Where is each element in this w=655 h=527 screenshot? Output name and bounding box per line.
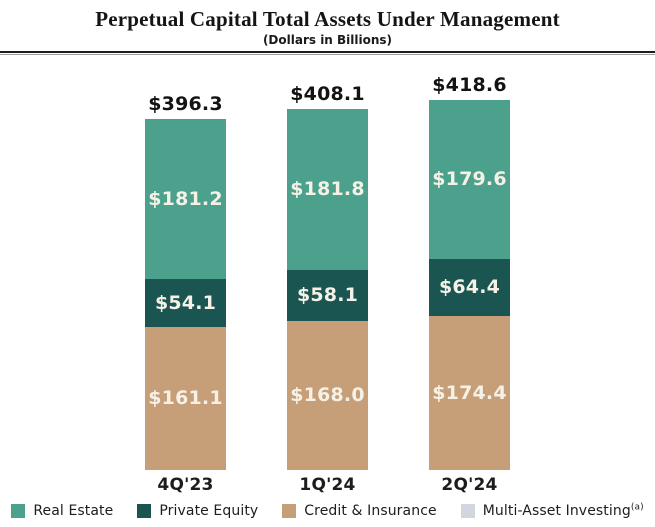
x-axis-label: 2Q'24: [441, 474, 498, 495]
bar-stack: $179.6 $64.4 $174.4: [429, 99, 510, 470]
legend-label: Multi-Asset Investing(a): [482, 501, 644, 519]
legend-item-multi-asset-investing: Multi-Asset Investing(a): [460, 501, 644, 519]
bar-stack: $181.2 $54.1 $161.1: [145, 118, 226, 470]
segment-value-label: $168.0: [290, 384, 365, 407]
legend-swatch-multi-asset-investing: [460, 503, 475, 518]
bar-segment-credit-insurance: $161.1: [145, 326, 226, 470]
legend-swatch-real-estate: [11, 503, 26, 518]
legend-swatch-credit-insurance: [282, 503, 297, 518]
legend-item-real-estate: Real Estate: [11, 503, 113, 519]
bar-total-label: $396.3: [148, 92, 223, 115]
legend-label: Private Equity: [159, 502, 259, 519]
segment-value-label: $174.4: [432, 381, 507, 404]
bar-segment-real-estate: $181.8: [287, 108, 368, 270]
legend-swatch-private-equity: [137, 503, 152, 518]
segment-value-label: $58.1: [296, 284, 359, 307]
legend-item-credit-insurance: Credit & Insurance: [282, 502, 437, 519]
page-title: Perpetual Capital Total Assets Under Man…: [95, 7, 560, 31]
segment-value-label: $161.1: [148, 387, 223, 410]
bar-total-label: $408.1: [290, 82, 365, 105]
legend: Real Estate Private Equity Credit & Insura…: [0, 501, 655, 519]
page-subtitle: (Dollars in Billions): [262, 33, 393, 48]
legend-label: Real Estate: [33, 502, 114, 519]
bar-segment-real-estate: $179.6: [429, 99, 510, 259]
legend-item-private-equity: Private Equity: [137, 503, 258, 519]
bar-segment-credit-insurance: $174.4: [429, 315, 510, 470]
bar-segment-real-estate: $181.2: [145, 118, 226, 279]
bar-column-1q-24: $408.1 $181.8 $58.1 $168.0 1Q'24: [287, 83, 368, 499]
bar-segment-credit-insurance: $168.0: [287, 320, 368, 470]
bar-column-4q-23: $396.3 $181.2 $54.1 $161.1 4Q'23: [145, 93, 226, 499]
segment-value-label: $54.1: [154, 291, 217, 314]
segment-value-label: $181.8: [290, 178, 365, 201]
segment-value-label: $181.2: [148, 187, 223, 210]
x-axis-label: 4Q'23: [157, 474, 214, 495]
segment-value-label: $179.6: [432, 168, 507, 191]
bar-segment-private-equity: $58.1: [287, 269, 368, 321]
segment-value-label: $64.4: [438, 276, 501, 299]
header-divider: [0, 50, 655, 55]
legend-footnote-marker: (a): [630, 501, 644, 512]
bar-total-label: $418.6: [432, 73, 507, 96]
bar-segment-private-equity: $54.1: [145, 278, 226, 327]
bar-column-2q-24: $418.6 $179.6 $64.4 $174.4 2Q'24: [429, 74, 510, 499]
legend-label: Credit & Insurance: [304, 502, 437, 519]
x-axis-label: 1Q'24: [299, 474, 356, 495]
bar-segment-private-equity: $64.4: [429, 258, 510, 316]
chart: $396.3 $181.2 $54.1 $161.1 4Q'23 $408.1 $181.8…: [0, 55, 655, 499]
bar-stack: $181.8 $58.1 $168.0: [287, 108, 368, 470]
